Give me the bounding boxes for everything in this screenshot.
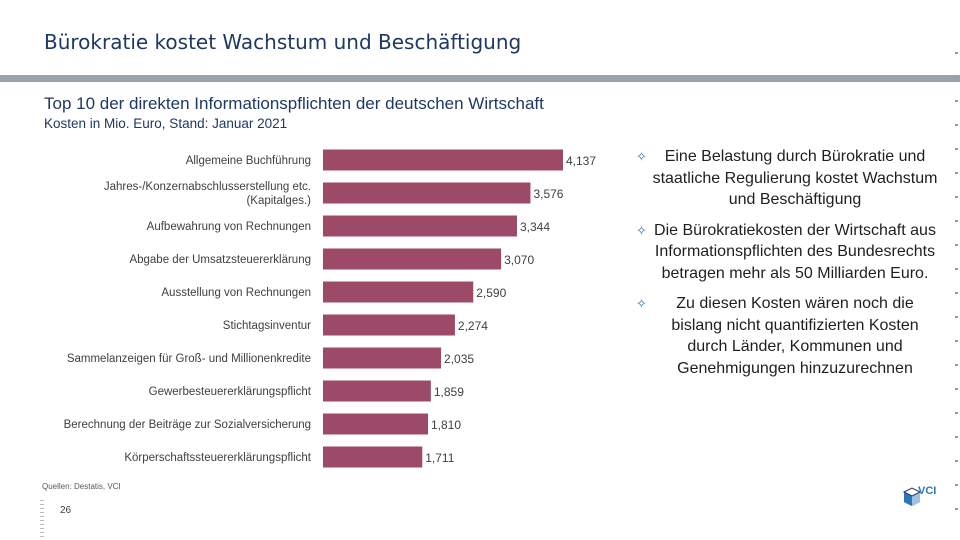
decorative-edge-marks [955, 40, 958, 510]
bullet-item: ✧ Die Bürokratiekosten der Wirtschaft au… [636, 220, 940, 285]
page-number: 26 [60, 505, 72, 516]
value-label: 1,711 [425, 451, 454, 465]
category-label: Stichtagsinventur [223, 320, 311, 332]
category-label: Sammelanzeigen für Groß- und Millionenkr… [67, 353, 311, 365]
value-label: 2,035 [444, 352, 474, 366]
value-label: 1,810 [431, 418, 461, 432]
bullet-text: Zu diesen Kosten wären noch die bislang … [671, 295, 919, 377]
value-label: 3,576 [533, 187, 563, 201]
category-label: Aufbewahrung von Rechnungen [147, 221, 311, 233]
category-label: Jahres-/Konzernabschlusserstellung etc.(… [104, 181, 311, 207]
value-label: 1,859 [434, 385, 464, 399]
decorative-lines [40, 500, 44, 538]
diamond-bullet-icon: ✧ [636, 149, 647, 164]
bar [323, 347, 442, 369]
bar [323, 281, 474, 303]
category-label: Abgabe der Umsatzsteuererklärung [129, 254, 311, 266]
category-label: Berechnung der Beiträge zur Sozialversic… [64, 419, 311, 431]
category-label: Allgemeine Buchführung [186, 155, 311, 167]
bar [323, 413, 429, 435]
title-divider [0, 75, 960, 82]
bar [323, 446, 423, 468]
bar [323, 248, 502, 270]
vci-logo-icon [902, 487, 922, 506]
bullet-text: Die Bürokratiekosten der Wirtschaft aus … [654, 221, 936, 282]
bar [323, 182, 531, 204]
chart-subtitle: Top 10 der direkten Informationspflichte… [44, 94, 544, 113]
value-label: 4,137 [566, 154, 596, 168]
category-label: Gewerbesteuererklärungspflicht [149, 386, 312, 398]
bullet-text: Eine Belastung durch Bürokratie und staa… [652, 148, 938, 208]
bullet-item: ✧ Zu diesen Kosten wären noch die bislan… [636, 293, 940, 379]
source-note: Quellen: Destatis, VCI [42, 482, 121, 491]
diamond-bullet-icon: ✧ [636, 222, 647, 238]
bar [323, 380, 431, 402]
value-label: 3,344 [520, 220, 550, 234]
slide-title: Bürokratie kostet Wachstum und Beschäfti… [44, 30, 522, 54]
bar [323, 149, 563, 171]
bullet-item: ✧ Eine Belastung durch Bürokratie und st… [636, 146, 940, 211]
category-label: Ausstellung von Rechnungen [161, 287, 311, 299]
bar [323, 215, 517, 237]
value-label: 3,070 [504, 253, 534, 267]
logo-text: VCI [918, 485, 937, 497]
value-label: 2,590 [476, 286, 506, 300]
bar [323, 314, 455, 336]
bullet-list: ✧ Eine Belastung durch Bürokratie und st… [636, 146, 940, 388]
chart-unit-note: Kosten in Mio. Euro, Stand: Januar 2021 [44, 116, 288, 131]
diamond-bullet-icon: ✧ [636, 296, 647, 311]
value-label: 2,274 [458, 319, 488, 333]
category-label: Körperschaftssteuererklärungspflicht [124, 452, 311, 464]
bar-chart: Allgemeine Buchführung 4,137 Jahres-/Konze… [64, 149, 596, 468]
